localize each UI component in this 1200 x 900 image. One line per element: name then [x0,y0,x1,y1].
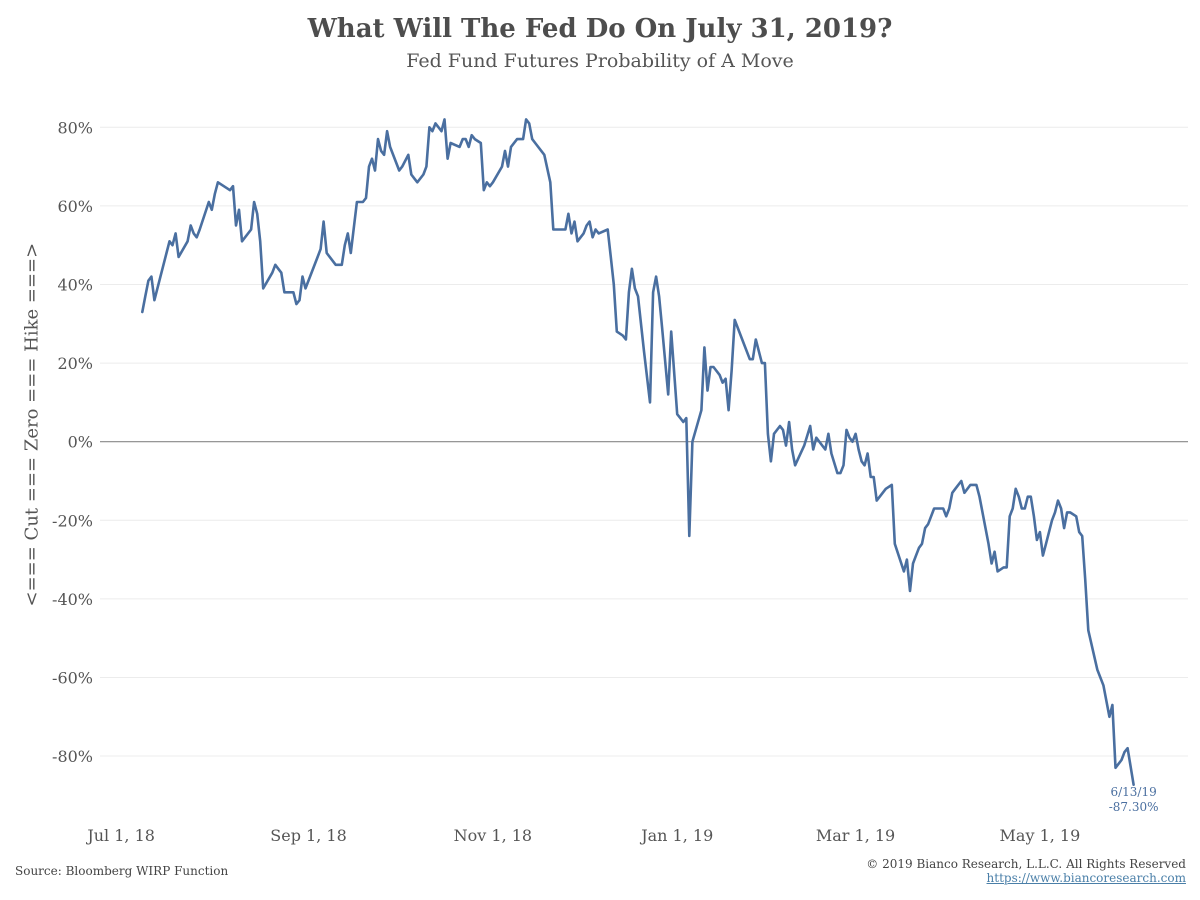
chart-title: What Will The Fed Do On July 31, 2019? [307,14,893,44]
end-annotation-value: -87.30% [1109,800,1159,814]
copyright-note: © 2019 Bianco Research, L.L.C. All Right… [866,857,1186,871]
y-tick-label: 40% [57,275,93,294]
y-tick-label: -60% [52,668,93,687]
end-annotation: 6/13/19-87.30% [1109,785,1159,814]
x-tick-label: Jan 1, 19 [639,826,713,845]
x-tick-label: Jul 1, 18 [85,826,155,845]
source-note: Source: Bloomberg WIRP Function [15,864,229,878]
x-axis: Jul 1, 18 Sep 1, 18 Nov 1, 18 Jan 1, 19 Mar … [85,826,1080,845]
end-annotation-date: 6/13/19 [1110,785,1156,799]
y-tick-label: -40% [52,590,93,609]
x-tick-label: Nov 1, 18 [454,826,532,845]
series-line [141,118,1135,787]
y-axis: 80% 60% 40% 20% 0% -20% -40% -60% -80% [52,118,93,766]
x-tick-label: Sep 1, 18 [270,826,346,845]
x-tick-label: Mar 1, 19 [816,826,895,845]
y-tick-label: -80% [52,747,93,766]
gridlines [100,126,1188,757]
y-tick-label: 0% [68,433,93,452]
y-tick-label: 60% [57,197,93,216]
y-tick-label: 80% [57,118,93,137]
x-tick-label: May 1, 19 [1000,826,1081,845]
y-tick-label: 20% [57,354,93,373]
series-group [141,118,1135,787]
chart-subtitle: Fed Fund Futures Probability of A Move [406,50,794,72]
website-link[interactable]: https://www.biancoresearch.com [986,871,1186,885]
y-tick-label: -20% [52,511,93,530]
